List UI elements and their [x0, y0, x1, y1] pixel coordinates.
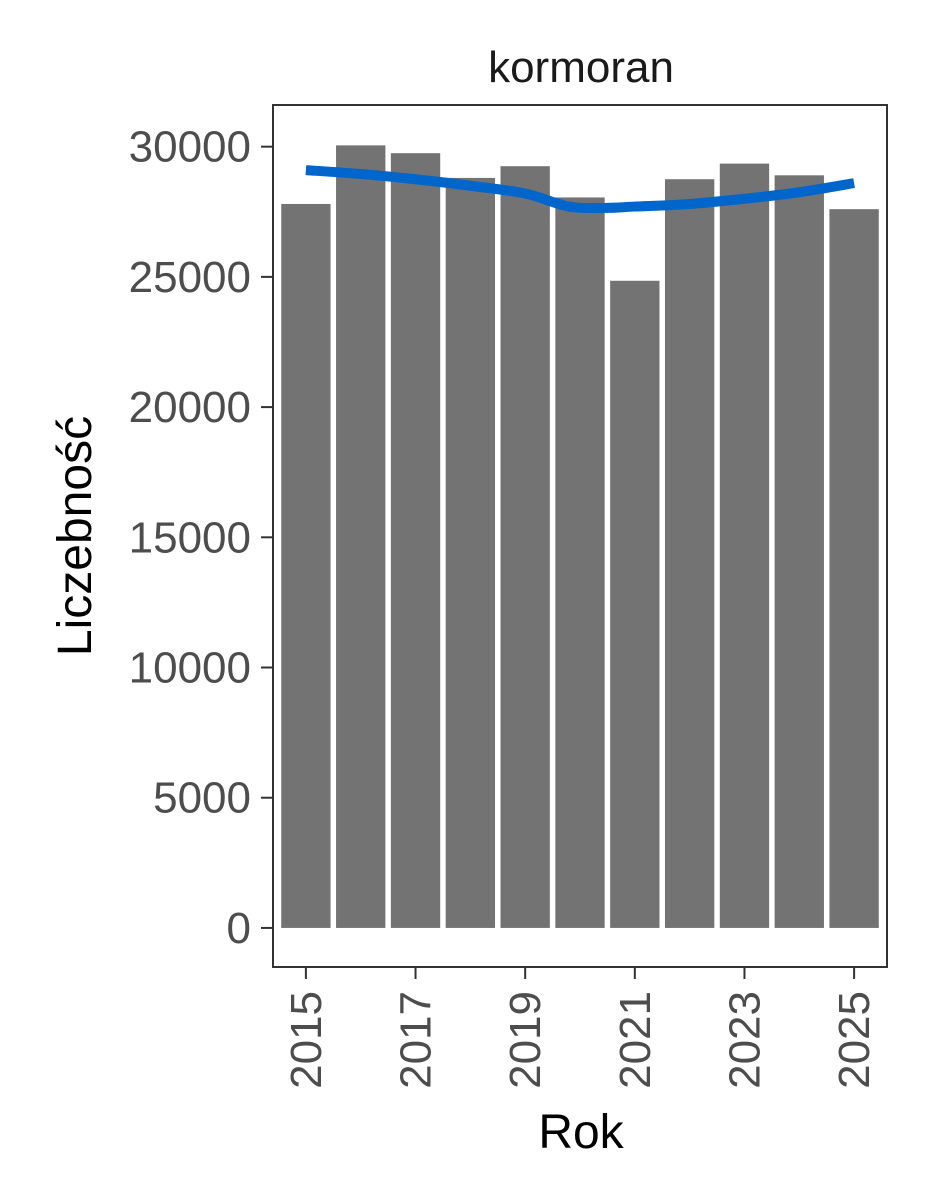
bar-2025 — [829, 209, 879, 928]
bar-2019 — [500, 166, 550, 928]
x-tick-label-2017: 2017 — [392, 991, 441, 1089]
y-axis-title: Liczebność — [49, 416, 102, 656]
x-tick-label-2019: 2019 — [501, 991, 550, 1089]
y-tick-label-5000: 5000 — [153, 774, 251, 823]
bar-2018 — [445, 177, 496, 928]
y-tick-label-20000: 20000 — [129, 383, 251, 432]
y-tick-label-25000: 25000 — [129, 253, 251, 302]
x-tick-label-2025: 2025 — [830, 991, 879, 1089]
bars — [281, 145, 879, 928]
bar-2022 — [664, 179, 715, 928]
y-tick-label-15000: 15000 — [129, 513, 251, 562]
bar-2023 — [719, 163, 770, 928]
chart-title: kormoran — [488, 43, 674, 92]
x-axis-title: Rok — [538, 1106, 624, 1159]
bar-2021 — [610, 280, 660, 928]
bar-2015 — [281, 203, 331, 928]
y-tick-label-30000: 30000 — [129, 123, 251, 172]
y-tick-label-10000: 10000 — [129, 644, 251, 693]
y-tick-label-0: 0 — [227, 904, 251, 953]
bar-2016 — [336, 145, 386, 928]
x-tick-label-2023: 2023 — [720, 991, 769, 1089]
bar-2024 — [774, 175, 824, 928]
y-axis: 0 5000 10000 15000 20000 25000 30000 — [129, 123, 273, 953]
trend-line — [305, 165, 855, 214]
bar-2020 — [555, 197, 605, 928]
x-tick-label-2015: 2015 — [282, 991, 331, 1089]
bar-2017 — [390, 153, 441, 928]
x-axis: 2015 2017 2019 2021 2023 2025 — [282, 967, 879, 1089]
x-tick-label-2021: 2021 — [611, 991, 660, 1089]
